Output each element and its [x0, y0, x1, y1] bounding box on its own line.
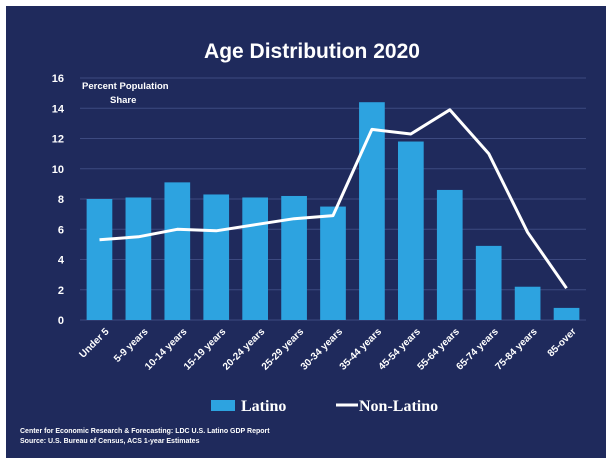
y-tick-label: 2: [58, 285, 64, 297]
y-tick-label: 8: [58, 194, 64, 206]
y-tick-label: 16: [52, 73, 64, 85]
y-note-line1: Percent Population: [82, 81, 169, 92]
y-axis-ticks: 0 2 4 6 8 10 12 14 16: [52, 73, 65, 327]
bar-latino: [242, 197, 268, 320]
line-non-latino: [99, 108, 568, 290]
y-tick-label: 4: [58, 255, 65, 267]
x-tick-label: 75-84 years: [493, 326, 540, 373]
source-line-2: Source: U.S. Bureau of Census, ACS 1-yea…: [20, 438, 200, 445]
x-tick-label: 5-9 years: [112, 326, 151, 365]
non-latino-line: [99, 108, 568, 290]
bar-latino: [436, 189, 463, 320]
legend-label-latino: Latino: [241, 398, 286, 415]
y-tick-label: 12: [52, 134, 64, 146]
latino-bars: [86, 102, 580, 320]
bar-latino: [164, 182, 191, 320]
chart-title: Age Distribution 2020: [204, 40, 420, 63]
bar-latino: [514, 286, 541, 320]
bar-latino: [320, 206, 346, 320]
y-tick-label: 0: [58, 315, 64, 327]
bar-latino: [281, 195, 307, 320]
bar-latino: [359, 102, 385, 320]
y-tick-label: 6: [58, 224, 64, 236]
y-note-line2: Share: [110, 95, 136, 106]
y-tick-label: 10: [52, 164, 64, 176]
x-tick-label: Under 5: [77, 326, 111, 360]
bar-latino: [475, 245, 502, 320]
bar-latino: [398, 141, 424, 320]
legend-swatch-latino: [211, 400, 235, 411]
y-tick-label: 14: [52, 103, 65, 115]
bar-latino: [125, 197, 152, 320]
chart: Age Distribution 2020 Percent Population…: [20, 40, 586, 445]
source-line-1: Center for Economic Research & Forecasti…: [20, 428, 270, 435]
x-tick-label: 85-over: [546, 326, 579, 359]
bar-latino: [86, 199, 113, 320]
bar-latino: [553, 307, 580, 320]
legend-label-non-latino: Non-Latino: [359, 398, 438, 415]
bar-latino: [203, 194, 230, 320]
legend: Latino Non-Latino: [211, 398, 438, 415]
